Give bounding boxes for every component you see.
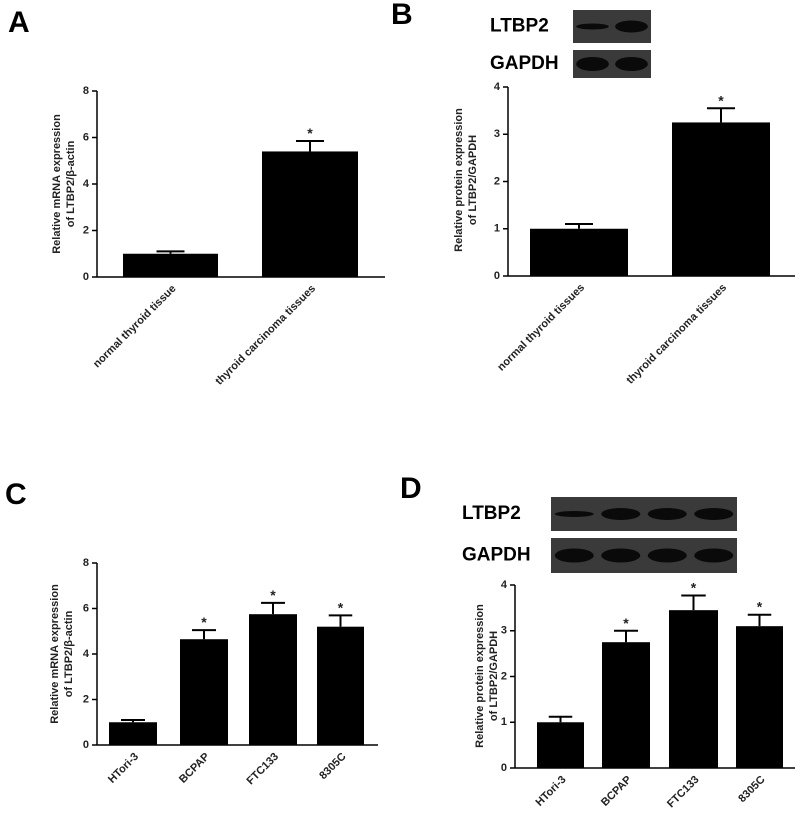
y-tick-label: 8 <box>83 557 89 569</box>
y-axis-label: of LTBP2/GAPDH <box>467 135 479 225</box>
significance-mark: * <box>623 615 629 631</box>
x-tick-label: 8305C <box>736 774 767 805</box>
y-tick-label: 4 <box>83 648 90 660</box>
y-axis-label: Relative mRNA expression <box>51 114 63 254</box>
y-axis-label: Relative protein expression <box>474 604 486 748</box>
blot-band <box>576 23 609 30</box>
y-tick-label: 3 <box>501 625 507 637</box>
panel-letter: B <box>391 0 413 31</box>
significance-mark: * <box>307 125 313 141</box>
blot-band <box>576 57 609 71</box>
x-tick-label: BCPAP <box>177 751 212 786</box>
error-bar <box>614 629 638 643</box>
error-bar <box>156 250 185 254</box>
y-tick-label: 1 <box>494 223 500 235</box>
blot-label: LTBP2 <box>462 503 521 524</box>
blot-band <box>615 20 648 33</box>
panel-letter: A <box>8 6 30 39</box>
significance-mark: * <box>270 587 276 603</box>
y-tick-label: 2 <box>83 693 89 705</box>
y-axis-label: Relative mRNA expression <box>49 584 61 724</box>
bar <box>123 253 218 277</box>
y-tick-label: 2 <box>494 175 500 187</box>
x-tick-label: normal thyroid tissue <box>91 283 179 371</box>
bar <box>672 122 770 276</box>
y-axis-label: of LTBP2/GAPDH <box>488 631 500 721</box>
x-tick-label: thyroid carcinoma tissues <box>213 283 318 388</box>
error-bar <box>681 594 706 611</box>
error-bar <box>565 223 593 229</box>
bar <box>669 610 718 768</box>
blot-band <box>601 548 641 563</box>
error-bar <box>747 613 772 627</box>
y-tick-label: 4 <box>501 579 508 591</box>
bar <box>602 642 650 768</box>
y-tick-label: 3 <box>494 128 500 140</box>
blot-band <box>694 548 734 563</box>
y-tick-label: 0 <box>501 762 507 774</box>
significance-mark: * <box>201 614 207 630</box>
y-axis-label: of LTBP2/β-actin <box>65 140 77 227</box>
blot-label: LTBP2 <box>490 16 549 37</box>
error-bar <box>296 139 324 152</box>
error-bar <box>707 107 735 123</box>
y-tick-label: 2 <box>83 224 89 236</box>
blot-label: GAPDH <box>462 545 531 566</box>
blot-band <box>554 511 594 517</box>
y-axis-label: Relative protein expression <box>453 108 465 252</box>
x-tick-label: 8305C <box>317 751 348 782</box>
y-tick-label: 4 <box>83 178 90 190</box>
bar <box>262 151 358 277</box>
y-tick-label: 1 <box>501 716 507 728</box>
x-tick-label: HTori-3 <box>106 751 141 786</box>
y-tick-label: 8 <box>83 85 89 97</box>
significance-mark: * <box>691 580 697 596</box>
y-tick-label: 0 <box>83 271 89 283</box>
panel-letter: D <box>400 472 422 505</box>
error-bar <box>328 614 353 627</box>
blot-band <box>647 548 687 563</box>
error-bar <box>261 601 285 615</box>
bar <box>537 722 584 768</box>
y-tick-label: 0 <box>83 739 89 751</box>
bar <box>180 639 228 745</box>
x-tick-label: thyroid carcinoma tissues <box>624 282 729 387</box>
bar <box>317 626 364 745</box>
y-tick-label: 2 <box>501 670 507 682</box>
blot-band <box>601 508 641 520</box>
x-tick-label: normal thyroid tissues <box>495 282 587 374</box>
bar <box>530 228 628 276</box>
significance-mark: * <box>338 599 344 615</box>
bar <box>249 614 297 745</box>
error-bar <box>192 629 216 640</box>
blot-band <box>554 548 594 563</box>
x-tick-label: HTori-3 <box>533 774 568 809</box>
y-tick-label: 6 <box>83 602 89 614</box>
x-tick-label: FTC133 <box>245 751 282 788</box>
blot-label: GAPDH <box>490 53 559 74</box>
panel-letter: C <box>5 478 27 511</box>
blot-band <box>647 508 687 520</box>
y-tick-label: 6 <box>83 131 89 143</box>
y-axis-label: of LTBP2/β-actin <box>63 610 75 697</box>
x-tick-label: FTC133 <box>665 774 702 811</box>
blot-band <box>694 508 734 520</box>
x-tick-label: BCPAP <box>599 774 634 809</box>
significance-mark: * <box>757 599 763 615</box>
y-tick-label: 4 <box>494 81 501 93</box>
error-bar <box>548 715 573 723</box>
y-tick-label: 0 <box>494 270 500 282</box>
bar <box>736 626 783 768</box>
error-bar <box>121 718 145 723</box>
blot-band <box>615 57 648 71</box>
bar <box>109 722 157 745</box>
significance-mark: * <box>718 92 724 108</box>
